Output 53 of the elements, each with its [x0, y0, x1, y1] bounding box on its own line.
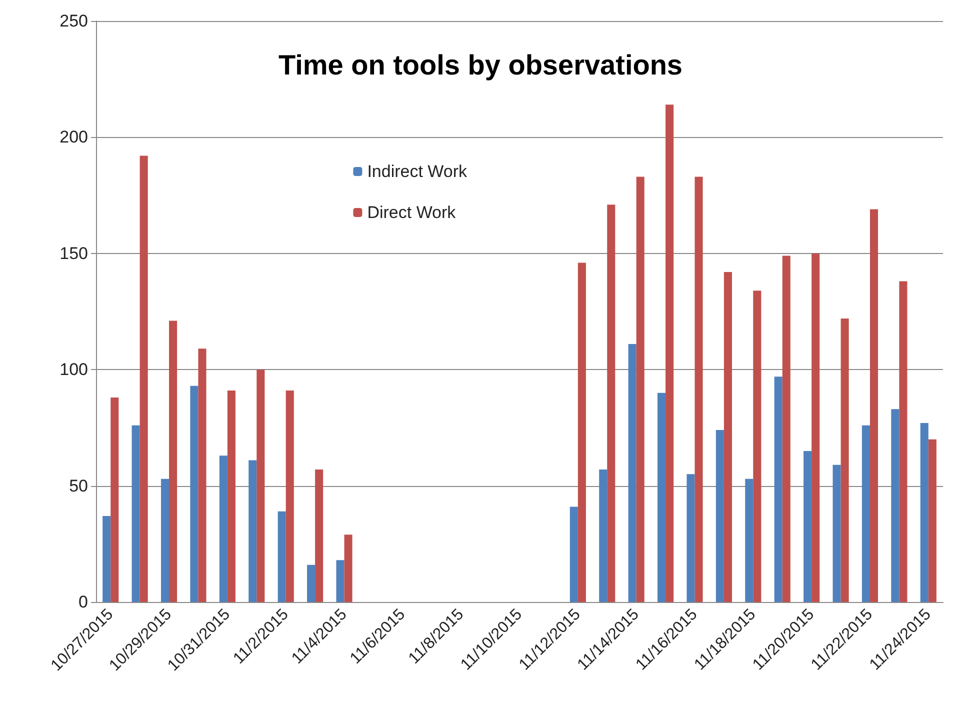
legend-label: Direct Work — [367, 203, 456, 222]
bar — [336, 560, 344, 602]
y-tick-label: 50 — [69, 476, 88, 496]
bar — [666, 104, 674, 602]
bar — [110, 397, 119, 602]
bar — [344, 534, 352, 602]
bar — [686, 474, 695, 602]
bar — [862, 425, 870, 602]
legend-label: Indirect Work — [367, 162, 468, 181]
bar — [899, 281, 908, 602]
bar — [724, 272, 732, 602]
bar — [774, 376, 782, 602]
bar — [570, 506, 578, 602]
bar — [745, 478, 754, 602]
bar — [607, 204, 616, 602]
bar — [315, 470, 324, 602]
bar — [636, 176, 644, 602]
bar — [227, 390, 236, 602]
bar — [140, 156, 148, 602]
bar — [248, 460, 257, 602]
bar — [286, 390, 294, 602]
y-tick-label: 250 — [60, 12, 88, 30]
bar — [198, 348, 206, 602]
bar — [628, 344, 636, 602]
bar — [658, 392, 666, 602]
bar — [891, 409, 900, 602]
bar — [804, 450, 812, 602]
bar — [782, 256, 790, 602]
bar — [694, 176, 703, 602]
bar — [832, 464, 841, 602]
bar — [169, 320, 178, 602]
bar — [716, 430, 724, 602]
bar — [920, 423, 928, 602]
bar — [160, 478, 170, 602]
text: Time on tools by observations — [278, 50, 683, 80]
bar — [599, 470, 608, 602]
bar — [578, 262, 586, 602]
bar — [753, 290, 762, 602]
bar — [190, 386, 198, 602]
y-tick-label: 150 — [60, 244, 88, 263]
y-tick-label: 200 — [60, 128, 88, 147]
bar — [278, 511, 286, 602]
bar — [102, 516, 111, 602]
y-tick-label: 100 — [60, 360, 88, 380]
bar — [307, 564, 316, 602]
y-tick-label: 0 — [78, 592, 88, 612]
bar — [219, 456, 228, 602]
bar — [132, 425, 140, 602]
bar — [812, 253, 820, 602]
bar — [840, 318, 849, 602]
bar — [256, 370, 265, 602]
bar — [928, 439, 936, 602]
bar — [870, 209, 878, 602]
